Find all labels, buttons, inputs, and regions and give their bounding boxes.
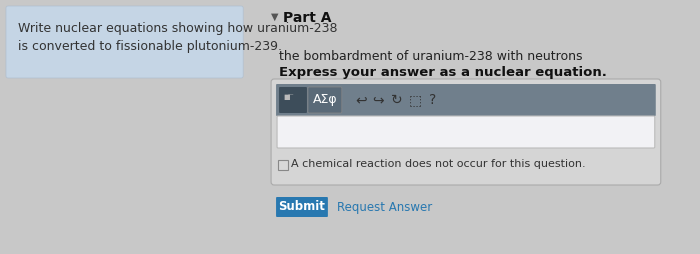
Text: ↩: ↩ xyxy=(355,93,366,107)
FancyBboxPatch shape xyxy=(279,87,307,113)
FancyBboxPatch shape xyxy=(276,197,328,217)
Text: Request Answer: Request Answer xyxy=(337,200,432,214)
Text: A chemical reaction does not occur for this question.: A chemical reaction does not occur for t… xyxy=(291,159,586,169)
Text: —: — xyxy=(288,92,293,98)
FancyBboxPatch shape xyxy=(6,6,243,78)
Text: ↻: ↻ xyxy=(391,93,402,107)
Text: Write nuclear equations showing how uranium-238
is converted to fissionable plut: Write nuclear equations showing how uran… xyxy=(18,22,337,53)
Text: Submit: Submit xyxy=(279,200,326,214)
Text: ⬚: ⬚ xyxy=(409,93,421,107)
FancyBboxPatch shape xyxy=(271,79,661,185)
Bar xyxy=(277,85,654,115)
Text: ?: ? xyxy=(428,93,436,107)
FancyBboxPatch shape xyxy=(277,116,654,148)
Text: AΣφ: AΣφ xyxy=(313,93,337,106)
Text: Express your answer as a nuclear equation.: Express your answer as a nuclear equatio… xyxy=(279,66,607,79)
FancyBboxPatch shape xyxy=(276,84,656,116)
Text: the bombardment of uranium-238 with neutrons: the bombardment of uranium-238 with neut… xyxy=(279,50,582,63)
Text: ↪: ↪ xyxy=(372,93,384,107)
FancyBboxPatch shape xyxy=(278,160,288,169)
Text: ▼: ▼ xyxy=(271,12,279,22)
FancyBboxPatch shape xyxy=(308,87,342,113)
Text: Part A: Part A xyxy=(283,11,332,25)
Text: ■: ■ xyxy=(283,94,290,100)
